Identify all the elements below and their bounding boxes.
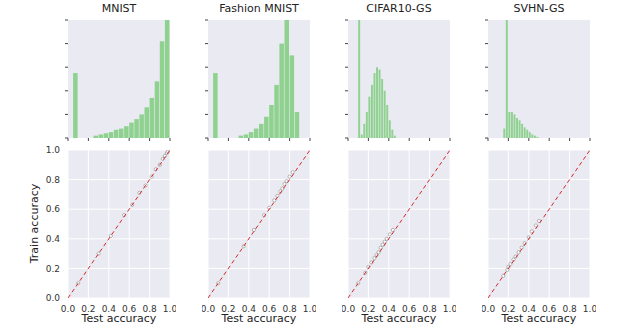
svg-text:1.0: 1.0 [163,304,176,314]
svg-text:0.2: 0.2 [501,304,516,315]
svg-text:0.4: 0.4 [241,304,256,315]
svg-text:0.6: 0.6 [46,204,61,214]
svg-text:0.4: 0.4 [381,304,396,315]
html-text:Fashion MNIST: Fashion MNIST [219,2,299,15]
html-text:SVHN-GS: SVHN-GS [513,2,565,15]
svg-text:1.0: 1.0 [443,304,456,314]
svg-text:0.6: 0.6 [122,304,137,315]
svg-text:0.6: 0.6 [402,304,417,315]
svg-text:0.2: 0.2 [81,304,96,315]
html-text:Test accuracy: Test accuracy [81,312,157,325]
svg-text:0.0: 0.0 [202,304,215,314]
svg-text:0.2: 0.2 [361,304,376,315]
svg-text:1.0: 1.0 [46,146,61,155]
html-text:MNIST: MNIST [101,2,137,15]
svg-text:0.0: 0.0 [342,304,355,314]
svg-text:0.4: 0.4 [101,304,116,315]
svg-text:1.0: 1.0 [583,304,596,314]
svg-text:0.0: 0.0 [46,293,61,303]
svg-text:0.4: 0.4 [46,234,61,244]
html-text:CIFAR10-GS: CIFAR10-GS [366,2,432,15]
svg-text:0.6: 0.6 [262,304,277,315]
svg-text:0.8: 0.8 [422,304,437,315]
svg-text:0.2: 0.2 [46,264,60,274]
svg-text:0.2: 0.2 [221,304,236,315]
html-text:Test accuracy: Test accuracy [501,312,577,325]
svg-text:0.4: 0.4 [521,304,536,315]
svg-text:1.0: 1.0 [303,304,316,314]
html-text:Test accuracy: Test accuracy [221,312,297,325]
svg-text:0.0: 0.0 [61,304,76,314]
html-text:Train accuracy: Train accuracy [27,183,41,264]
svg-text:0.8: 0.8 [562,304,577,315]
html-text:Test accuracy: Test accuracy [361,312,437,325]
svg-text:0.8: 0.8 [142,304,157,315]
svg-text:0.0: 0.0 [482,304,495,314]
svg-text:0.6: 0.6 [542,304,557,315]
svg-text:0.8: 0.8 [46,175,61,185]
svg-text:0.8: 0.8 [282,304,297,315]
